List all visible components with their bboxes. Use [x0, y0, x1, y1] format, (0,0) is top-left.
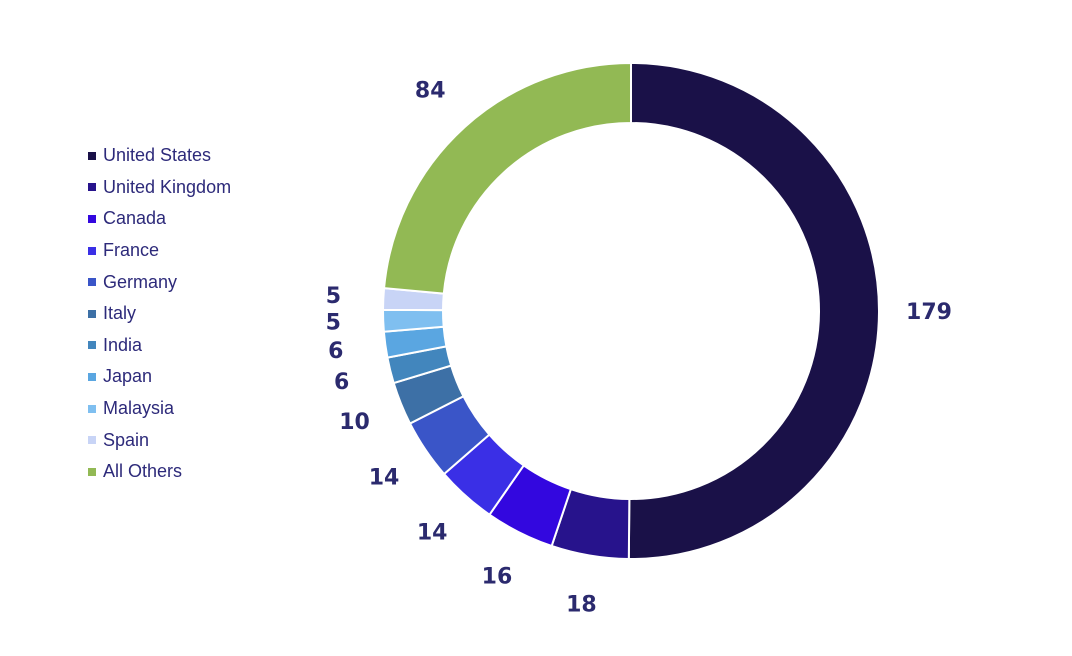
slice-all-others: [382, 61, 632, 295]
data-label-japan: 6: [328, 339, 343, 364]
legend-item-italy: Italy: [88, 298, 231, 330]
legend-item-united-states: United States: [88, 140, 231, 172]
legend-label: Italy: [103, 303, 137, 324]
legend-item-japan: Japan: [88, 361, 231, 393]
data-label-india: 6: [334, 370, 349, 395]
legend-item-united-kingdom: United Kingdom: [88, 172, 231, 204]
data-label-united-states: 179: [906, 300, 952, 325]
legend-item-all-others: All Others: [88, 456, 231, 488]
legend-label: Malaysia: [103, 398, 175, 419]
legend-item-spain: Spain: [88, 424, 231, 456]
chart-legend: United States United Kingdom Canada France G…: [88, 140, 231, 488]
legend-label: United Kingdom: [103, 176, 232, 197]
legend-swatch: [88, 341, 96, 350]
data-label-germany: 14: [369, 465, 400, 490]
legend-swatch: [88, 436, 96, 445]
legend-swatch: [88, 183, 96, 192]
legend-swatch: [88, 278, 96, 287]
data-label-canada: 16: [482, 565, 513, 590]
legend-item-germany: Germany: [88, 266, 231, 298]
legend-swatch: [88, 214, 96, 223]
legend-swatch: [88, 309, 96, 318]
data-label-italy: 10: [339, 410, 370, 435]
legend-swatch: [88, 404, 96, 413]
legend-label: Japan: [103, 366, 153, 387]
legend-swatch: [88, 372, 96, 381]
legend-label: All Others: [103, 461, 183, 482]
data-labels: 179 18 16 14 14 10 6 6 55 84: [326, 78, 952, 617]
legend-swatch: [88, 151, 96, 160]
legend-item-france: France: [88, 235, 231, 267]
data-label-malaysia: 5: [326, 310, 341, 335]
data-label-all-others: 84: [415, 78, 446, 103]
data-label-spain: 5: [326, 284, 341, 309]
legend-label: Spain: [103, 429, 150, 450]
data-label-united-kingdom: 18: [566, 592, 597, 617]
legend-swatch: [88, 246, 96, 255]
donut-slices: [381, 61, 881, 560]
legend-label: Canada: [103, 208, 167, 229]
legend-label: France: [103, 240, 160, 261]
legend-item-india: India: [88, 330, 231, 362]
legend-swatch: [88, 467, 96, 476]
legend-label: India: [103, 334, 143, 355]
legend-item-malaysia: Malaysia: [88, 393, 231, 425]
legend-label: Germany: [103, 271, 178, 292]
slice-united-states: [627, 61, 881, 560]
legend-item-canada: Canada: [88, 203, 231, 235]
data-label-france: 14: [417, 520, 448, 545]
slice-malaysia: [382, 308, 445, 333]
legend-label: United States: [103, 145, 212, 166]
